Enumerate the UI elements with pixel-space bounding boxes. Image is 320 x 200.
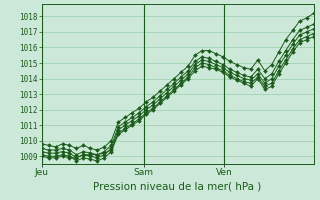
X-axis label: Pression niveau de la mer( hPa ): Pression niveau de la mer( hPa )	[93, 181, 262, 191]
